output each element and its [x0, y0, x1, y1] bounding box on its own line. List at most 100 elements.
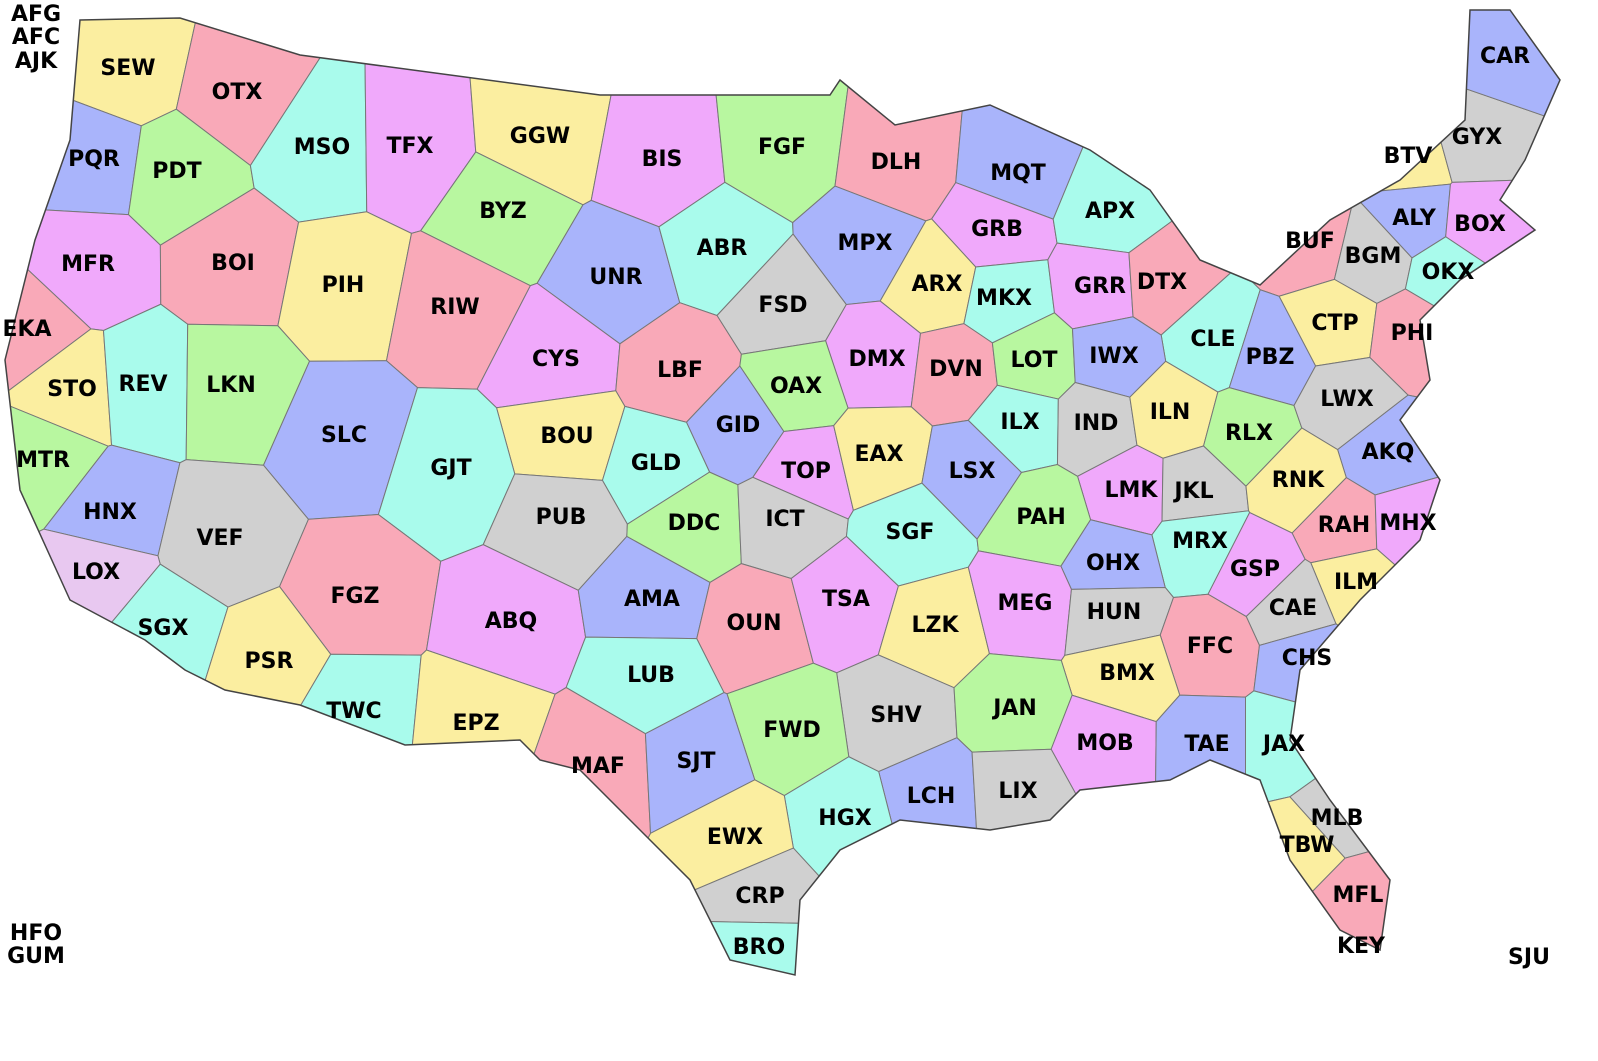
office-label: GGW [510, 124, 570, 149]
office-label: RAH [1318, 513, 1370, 538]
forecast-region [834, 10, 973, 222]
office-label: MFL [1333, 883, 1384, 908]
office-label: PHI [1391, 321, 1434, 346]
office-label: BOX [1454, 212, 1506, 237]
office-label: BOI [211, 251, 255, 276]
office-label: KEY [1337, 934, 1386, 959]
office-label: LZK [911, 613, 959, 638]
office-label: PIH [322, 273, 365, 298]
office-label: TOP [781, 459, 831, 484]
office-label: MHX [1379, 511, 1436, 536]
office-label: AFG [11, 2, 61, 27]
forecast-region [1289, 710, 1560, 859]
office-label: LSX [949, 459, 996, 484]
office-label: TFX [387, 134, 434, 159]
office-label: HNX [83, 500, 137, 525]
office-label: GYX [1452, 125, 1503, 150]
office-label: SHV [870, 703, 921, 728]
office-label: DVN [929, 357, 983, 382]
office-label: OTX [212, 80, 263, 105]
office-label: REV [119, 372, 168, 397]
office-label: MLB [1311, 806, 1364, 831]
office-label: ILX [1000, 410, 1039, 435]
office-label: RLX [1225, 421, 1273, 446]
office-label: AJK [15, 49, 58, 74]
office-label: AFC [12, 25, 60, 50]
office-label: LIX [998, 779, 1037, 804]
forecast-region [1052, 10, 1236, 254]
office-label: CAE [1269, 596, 1317, 621]
office-label: APX [1085, 199, 1135, 224]
office-label: EPZ [452, 711, 499, 736]
forecast-region [1050, 694, 1157, 919]
office-label: PBZ [1246, 345, 1295, 370]
office-label: ABR [697, 236, 748, 261]
office-label: HUN [1087, 600, 1142, 625]
office-label: SGX [138, 616, 189, 641]
office-label: MAF [571, 754, 625, 779]
office-label: ILN [1150, 400, 1191, 425]
office-label: GLD [631, 451, 681, 476]
office-label: SEW [100, 56, 155, 81]
office-label: TBW [1280, 833, 1335, 858]
office-label: CRP [735, 884, 784, 909]
office-label: DLH [871, 150, 922, 175]
office-label: MEG [998, 591, 1053, 616]
office-label: EAX [854, 442, 903, 467]
office-label: PDT [152, 159, 201, 184]
office-label: PSR [245, 649, 294, 674]
forecast-region [5, 563, 229, 975]
office-label: MSO [294, 135, 350, 160]
office-label: RIW [430, 295, 479, 320]
office-label: FGZ [330, 584, 379, 609]
office-label: OKX [1422, 260, 1475, 285]
office-label: HGX [818, 806, 871, 831]
office-label: LCH [907, 784, 956, 809]
office-label: LOX [72, 560, 120, 585]
office-label: MFR [61, 252, 115, 277]
office-label: PUB [536, 505, 587, 530]
office-label: SLC [321, 423, 367, 448]
office-label: LOT [1011, 348, 1058, 373]
office-label: LUB [627, 663, 675, 688]
office-label: AKQ [1362, 440, 1415, 465]
forecast-region [1153, 694, 1246, 899]
forecast-region [425, 686, 652, 975]
office-label: GRB [971, 217, 1023, 242]
office-label: GUM [7, 944, 65, 969]
office-label: BGM [1345, 244, 1402, 269]
office-label: SGF [886, 520, 935, 545]
office-label: MQT [990, 161, 1046, 186]
office-label: AMA [624, 587, 680, 612]
office-label: STO [47, 377, 97, 402]
forecast-region [878, 737, 989, 975]
office-label: BTV [1384, 144, 1433, 169]
forecast-region [590, 10, 726, 228]
office-label: SJU [1508, 945, 1550, 970]
office-label: PAH [1016, 505, 1066, 530]
office-label: BOU [540, 424, 593, 449]
office-label: OAX [770, 374, 822, 399]
office-label: BYZ [479, 199, 526, 224]
office-label: BIS [642, 147, 683, 172]
office-label: FSD [758, 293, 807, 318]
office-label: ARX [912, 272, 963, 297]
office-label: LBF [657, 358, 703, 383]
office-label: FWD [763, 718, 821, 743]
office-label: MOB [1076, 731, 1133, 756]
us-outline [4, 9, 1561, 976]
office-label: OHX [1086, 551, 1140, 576]
office-label: TSA [822, 587, 870, 612]
office-label: TWC [326, 699, 381, 724]
office-label: EKA [2, 317, 51, 342]
office-label: JKL [1172, 479, 1213, 504]
office-label: ICT [765, 507, 804, 532]
office-label: GJT [430, 456, 471, 481]
office-label: PQR [68, 147, 120, 172]
office-label: FGF [758, 135, 806, 160]
office-label: UNR [589, 265, 642, 290]
office-label: DTX [1137, 270, 1187, 295]
forecast-region [1145, 788, 1560, 975]
